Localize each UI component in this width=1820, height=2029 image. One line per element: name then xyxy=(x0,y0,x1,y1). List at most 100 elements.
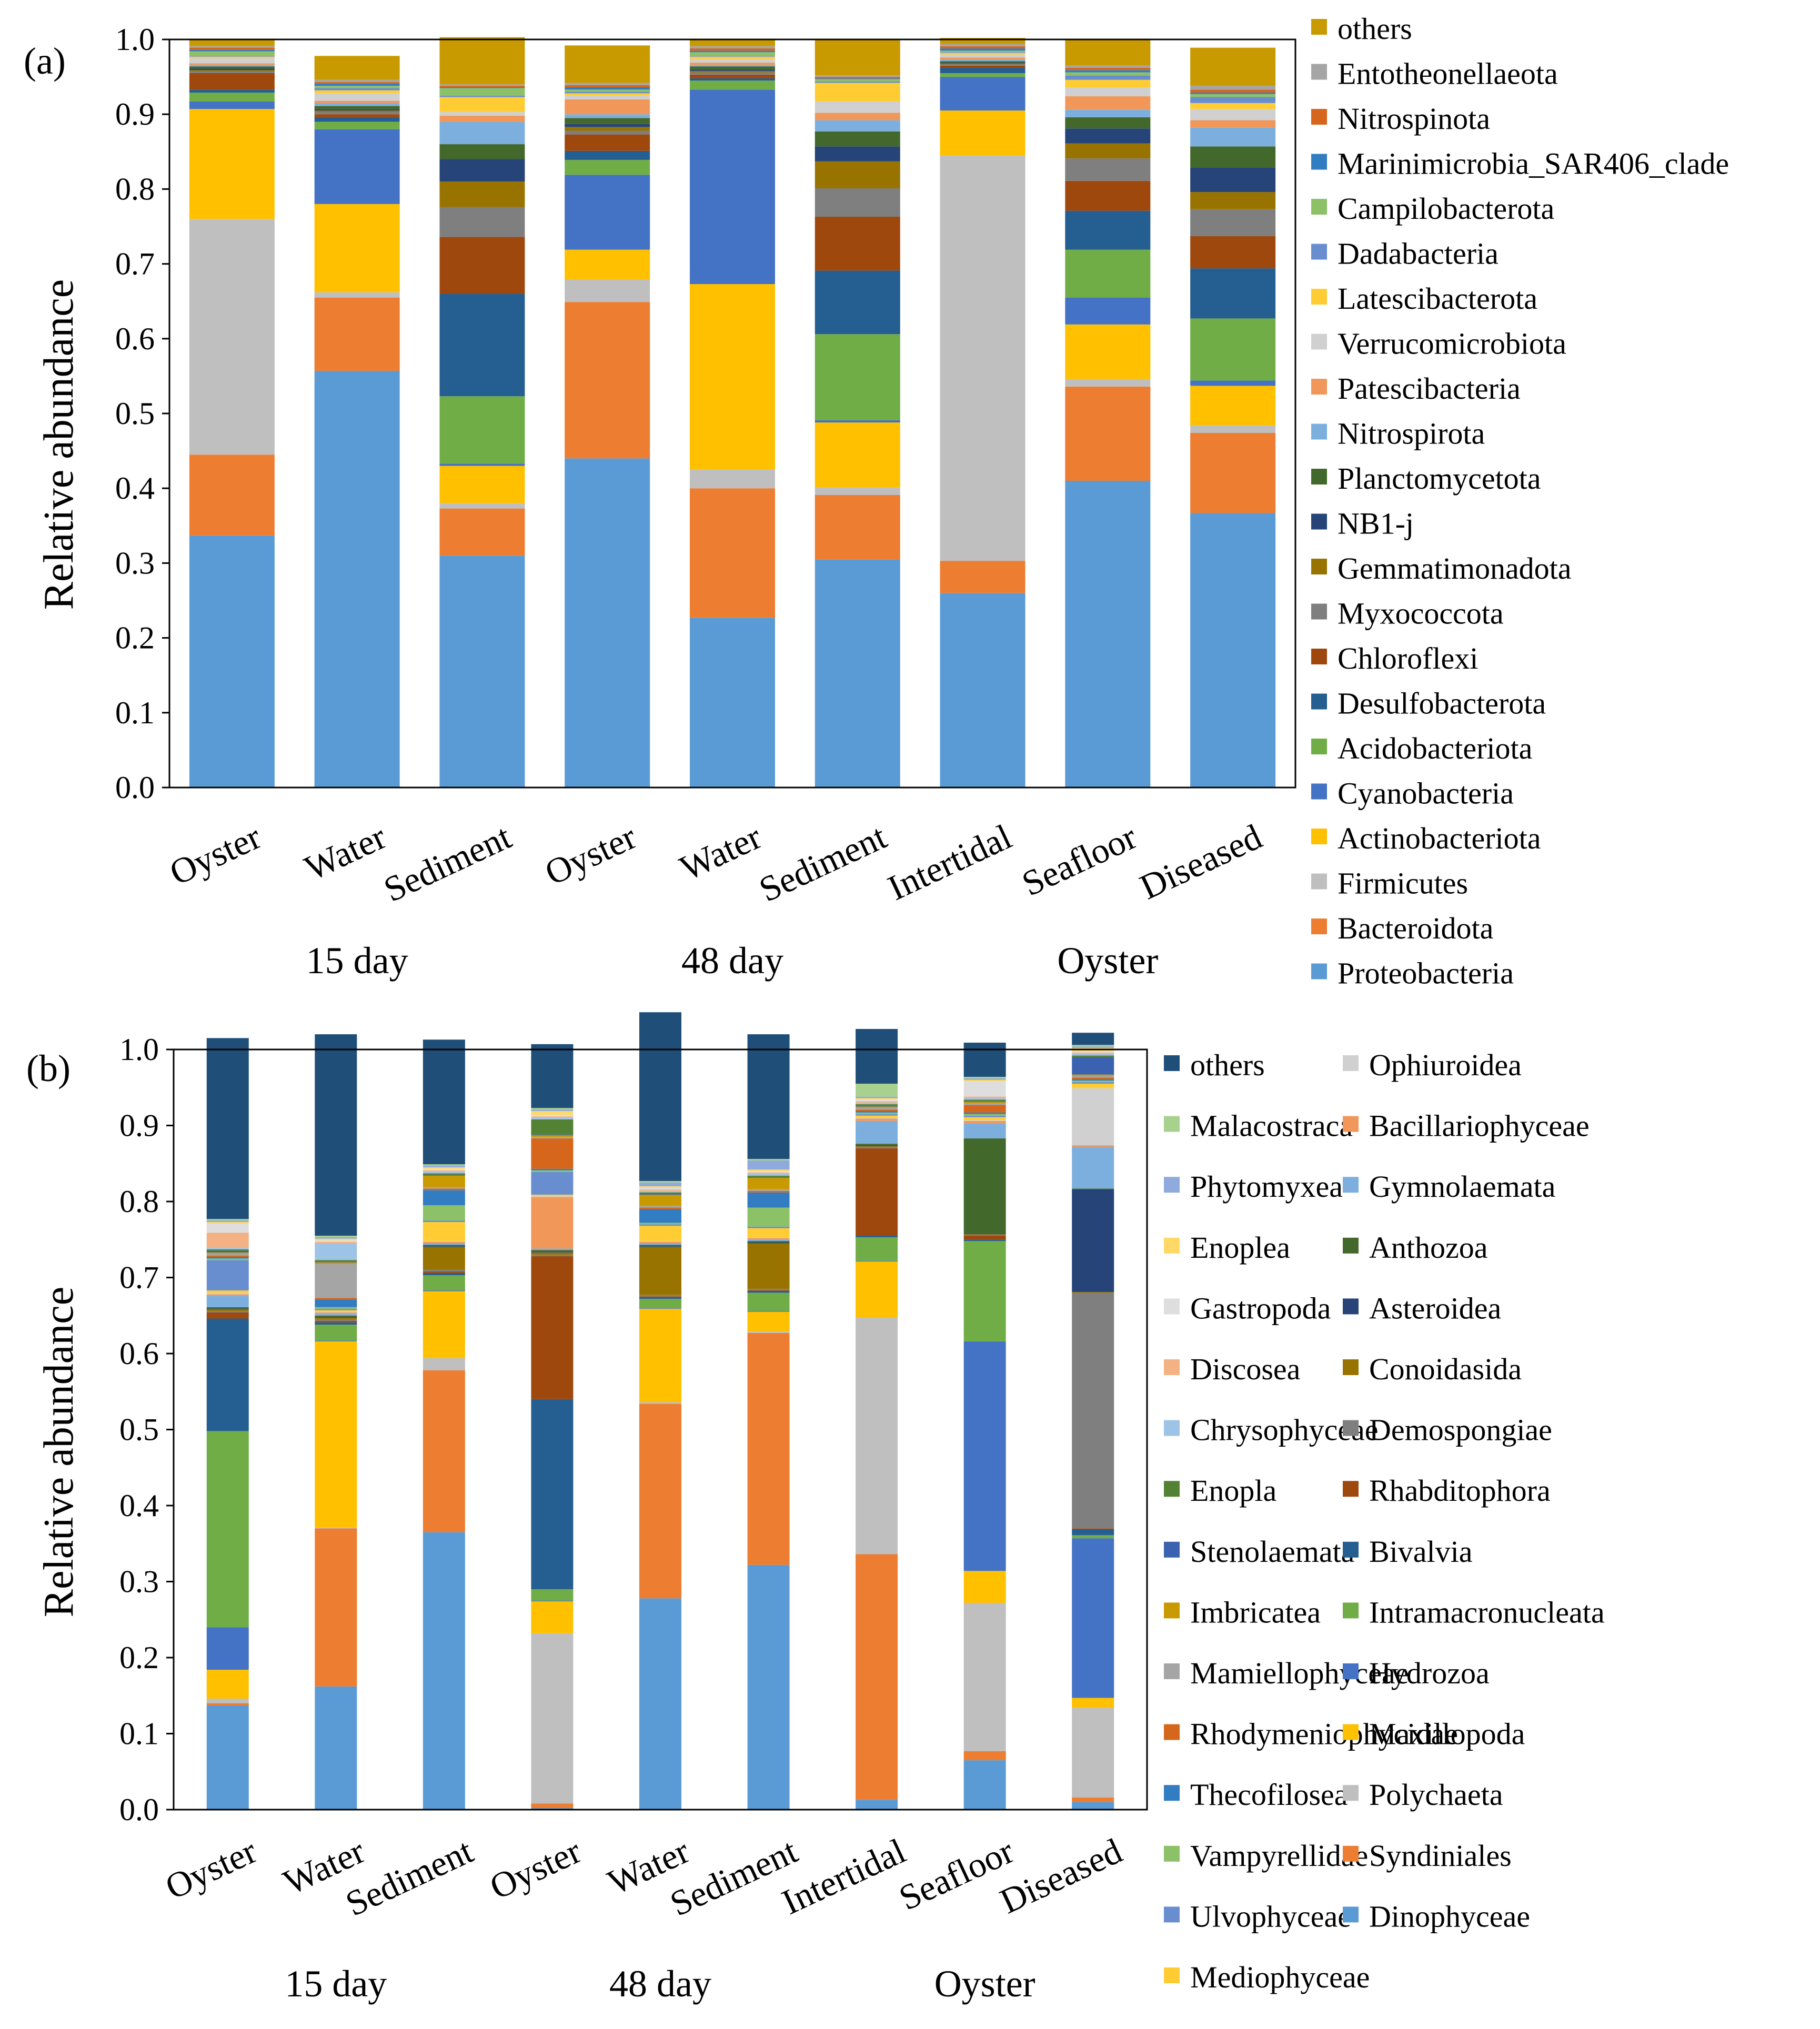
bar-segment-entotheonellaeota xyxy=(940,44,1025,46)
panel-a-group-labels: 15 day 48 day Oyster xyxy=(306,940,1159,982)
legend-swatch xyxy=(1343,1237,1359,1254)
bar-segment-latescibacterota xyxy=(1190,103,1276,109)
bar-segment-stenolaemata xyxy=(639,1194,681,1195)
bar-segment-anthozoa xyxy=(747,1241,790,1243)
y-tick-label: 0.1 xyxy=(115,695,155,730)
bar-segment-polychaeta xyxy=(1072,1708,1114,1798)
bar-segment-verrucomicrobiota xyxy=(940,54,1025,58)
legend-swatch xyxy=(1311,109,1327,125)
bar-segment-asteroidea xyxy=(856,1145,898,1146)
bar-segment-proteobacteria xyxy=(815,559,900,788)
bar-segment-dadabacteria xyxy=(565,92,650,94)
bar-segment-acidobacteriota xyxy=(314,122,400,129)
legend-label: Gastropoda xyxy=(1190,1291,1331,1325)
bar-segment-entotheonellaeota xyxy=(189,46,275,48)
bar-segment-nitrospinota xyxy=(1065,68,1151,70)
legend-label: Enoplea xyxy=(1190,1230,1290,1265)
bar-segment-desulfobacterota xyxy=(1190,268,1276,319)
bar-segment-gastropoda xyxy=(1072,1051,1114,1053)
bar-segment-conoidasida xyxy=(423,1247,465,1270)
bar-segment-vampyrellidae xyxy=(423,1205,465,1221)
bar-segment-others xyxy=(189,38,275,46)
bar-segment-nb1-j xyxy=(815,146,900,161)
bar-segment-myxococcota xyxy=(189,72,275,73)
bar-segment-nitrospirota xyxy=(690,65,775,67)
bar-segment-acidobacteriota xyxy=(189,92,275,102)
bar-segment-others xyxy=(565,45,650,83)
bar-segment-gastropoda xyxy=(315,1240,357,1242)
bar-segment-marinimicrobia-sar406-clade xyxy=(815,78,900,79)
bar-segment-imbricatea xyxy=(856,1106,898,1108)
bar-segment-firmicutes xyxy=(940,155,1025,561)
bar-segment-mediophyceae xyxy=(1072,1084,1114,1088)
bar-segment-mediophyceae xyxy=(423,1222,465,1241)
bar-segment-campilobacterota xyxy=(1190,94,1276,97)
bar-segment-enoplea xyxy=(747,1169,790,1172)
bar-segment-others xyxy=(1072,1033,1114,1045)
bar-segment-nitrospinota xyxy=(815,77,900,78)
bar-segment-bacteroidota xyxy=(314,297,400,371)
bar-segment-others xyxy=(815,39,900,76)
bar-segment-bivalvia xyxy=(1072,1529,1114,1536)
bar-segment-polychaeta xyxy=(531,1633,574,1804)
x-category-label: Sediment xyxy=(378,816,517,910)
bar-segment-enoplea xyxy=(206,1222,249,1224)
legend-label: Mediophyceae xyxy=(1190,1960,1370,1994)
bar-segment-myxococcota xyxy=(1065,158,1151,181)
bar-segment-gemmatimonadota xyxy=(1065,143,1151,159)
bar-segment-malacostraca xyxy=(963,1077,1006,1078)
legend-swatch xyxy=(1311,829,1327,844)
bar-segment-phytomyxea xyxy=(315,1237,357,1239)
bar-segment-others xyxy=(940,38,1025,44)
x-category-label: Sediment xyxy=(664,1831,803,1924)
bar-segment-asteroidea xyxy=(315,1317,357,1318)
legend-label: Anthozoa xyxy=(1369,1230,1488,1265)
bar-segment-campilobacterota xyxy=(314,86,400,88)
bar-segment-actinobacteriota xyxy=(565,249,650,280)
bar-segment-conoidasida xyxy=(1072,1291,1114,1293)
bar-segment-proteobacteria xyxy=(439,556,525,788)
bar-segment-nb1-j xyxy=(189,68,275,70)
bar-segment-latescibacterota xyxy=(189,56,275,58)
legend-swatch xyxy=(1164,1724,1180,1740)
bar-segment-entotheonellaeota xyxy=(1065,65,1151,68)
bar-segment-intramacronucleata xyxy=(423,1275,465,1291)
bar-segment-phytomyxea xyxy=(531,1109,574,1112)
bar-segment-firmicutes xyxy=(690,469,775,489)
bar-segment-desulfobacterota xyxy=(439,294,525,397)
bar-segment-discosea xyxy=(963,1096,1006,1098)
bar-segment-vampyrellidae xyxy=(1072,1081,1114,1083)
bar-segment-syndiniales xyxy=(963,1751,1006,1761)
bar-segment-chrysophyceae xyxy=(747,1174,790,1176)
bar-segment-bacteroidota xyxy=(815,494,900,560)
legend-label: Latescibacterota xyxy=(1338,281,1537,316)
bar-segment-gymnolaemata xyxy=(315,1314,357,1316)
bar-segment-proteobacteria xyxy=(690,618,775,788)
bar-segment-syndiniales xyxy=(747,1333,790,1565)
bar-segment-hydrozoa xyxy=(963,1341,1006,1571)
bar-segment-maxillopoda xyxy=(531,1601,574,1633)
y-tick-label: 0.5 xyxy=(119,1412,159,1447)
bar-segment-malacostraca xyxy=(1072,1045,1114,1047)
bar-segment-demospongiae xyxy=(423,1270,465,1271)
bar-segment-mamiellophyceae xyxy=(206,1254,249,1256)
bar-segment-ulvophyceae xyxy=(315,1308,357,1310)
bar-segment-gymnolaemata xyxy=(206,1296,249,1307)
bar-segment-nitrospinota xyxy=(690,48,775,51)
bar-segment-mamiellophyceae xyxy=(639,1206,681,1208)
bar-segment-enoplea xyxy=(856,1098,898,1100)
bar-segment-chrysophyceae xyxy=(315,1243,357,1260)
bar-segment-marinimicrobia-sar406-clade xyxy=(439,87,525,88)
bar-segment-dadabacteria xyxy=(314,88,400,90)
bar-segment-others xyxy=(439,37,525,85)
panel-b-label: (b) xyxy=(26,1047,71,1089)
bar-segment-gymnolaemata xyxy=(856,1121,898,1144)
y-tick-label: 0.1 xyxy=(119,1717,159,1751)
bar-segment-entotheonellaeota xyxy=(815,75,900,77)
bar-segment-maxillopoda xyxy=(206,1670,249,1699)
legend-label: Actinobacteriota xyxy=(1338,821,1541,855)
bar-segment-asteroidea xyxy=(639,1246,681,1247)
bar-segment-chrysophyceae xyxy=(206,1248,249,1250)
bar-segment-actinobacteriota xyxy=(439,466,525,503)
bar-segment-entotheonellaeota xyxy=(690,46,775,49)
